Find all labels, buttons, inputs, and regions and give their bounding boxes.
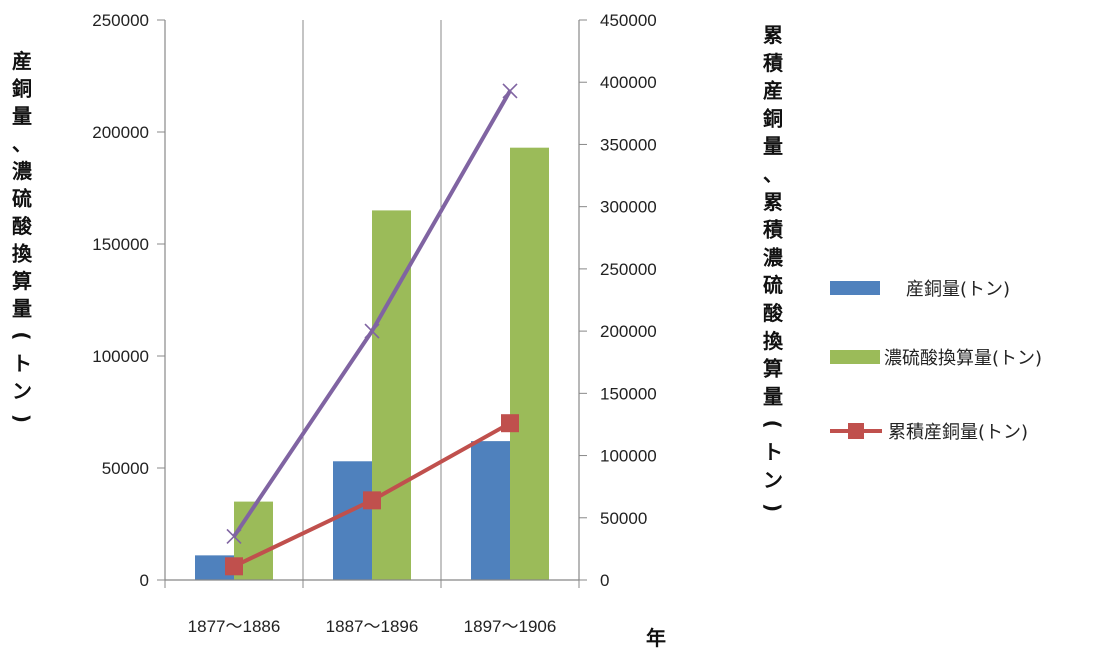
axis-title-char: 量 xyxy=(12,104,32,128)
axis-title-char: 濃 xyxy=(763,245,784,269)
axis-title-char: 、 xyxy=(12,132,32,156)
bar xyxy=(372,210,411,580)
axes xyxy=(157,19,587,588)
axis-title-char: 銅 xyxy=(12,77,32,101)
tick-labels: 0 50000 100000 150000 200000 250000 0 50000 1000… xyxy=(92,11,656,636)
y-tick-label-right: 150000 xyxy=(600,384,657,403)
legend-marker-cumulative xyxy=(848,423,864,439)
axis-title-char: 硫 xyxy=(763,273,783,297)
y-tick-label-right: 350000 xyxy=(600,135,657,154)
x-axis-title: 年 xyxy=(646,626,666,650)
axis-title-char: 酸 xyxy=(12,214,33,238)
legend-swatch-copper xyxy=(830,281,880,295)
axis-title-char: ト xyxy=(12,352,32,376)
y-tick-label-right: 200000 xyxy=(600,322,657,341)
point-marker xyxy=(502,83,518,99)
legend-swatch-acid xyxy=(830,350,880,364)
axis-title-char: ) xyxy=(761,503,785,512)
axis-title-char: 濃 xyxy=(12,159,33,183)
axis-title-char: 累 xyxy=(763,190,783,214)
point-marker xyxy=(364,323,380,339)
axis-title-char: 算 xyxy=(12,269,32,293)
axis-title-char: 量 xyxy=(763,384,783,408)
axis-title-char: ) xyxy=(10,414,34,423)
bar xyxy=(471,441,510,580)
x-tick-label: 1877〜1886 xyxy=(188,617,281,636)
axis-title-char: 、 xyxy=(763,162,783,186)
axis-title-char: ン xyxy=(763,468,783,492)
axis-title-char: 銅 xyxy=(763,106,783,130)
y-tick-label-left: 100000 xyxy=(92,347,149,366)
y-tick-label-right: 250000 xyxy=(600,260,657,279)
axis-title-char: ト xyxy=(763,440,783,464)
y-tick-label-right: 50000 xyxy=(600,509,647,528)
y-tick-label-right: 450000 xyxy=(600,11,657,30)
bar xyxy=(510,147,549,580)
legend-label-cumulative: 累積産銅量(トン) xyxy=(888,422,1028,443)
point-marker xyxy=(226,528,242,545)
axis-title-char: 産 xyxy=(12,49,32,73)
axis-title-char: 換 xyxy=(12,242,33,266)
axis-title-char: 積 xyxy=(763,51,784,75)
bars xyxy=(195,147,549,580)
point-marker xyxy=(363,491,381,510)
axis-title-char: 累 xyxy=(763,23,783,47)
axis-title-char: 積 xyxy=(763,218,784,242)
y-tick-label-left: 150000 xyxy=(92,235,149,254)
axis-title-char: ( xyxy=(10,331,34,340)
y-tick-label-right: 100000 xyxy=(600,447,657,466)
legend-label-copper: 産銅量(トン) xyxy=(906,279,1010,300)
y-tick-label-left: 50000 xyxy=(102,459,149,478)
axis-title-char: 酸 xyxy=(763,301,784,325)
x-tick-label: 1897〜1906 xyxy=(464,617,557,636)
lines xyxy=(225,83,519,576)
axis-title-char: ン xyxy=(12,379,32,403)
legend-label-acid: 濃硫酸換算量(トン) xyxy=(884,348,1042,369)
grid xyxy=(302,20,442,580)
axis-title-char: 算 xyxy=(763,357,783,381)
y-tick-label-right: 400000 xyxy=(600,73,657,92)
y-tick-label-left: 200000 xyxy=(92,123,149,142)
point-marker xyxy=(225,557,243,576)
point-marker xyxy=(501,414,519,433)
axis-title-char: ( xyxy=(761,420,785,429)
y-tick-label-right: 0 xyxy=(600,571,609,590)
axis-title-char: 産 xyxy=(763,79,783,103)
axis-title-char: 量 xyxy=(763,134,783,158)
axis-title-char: 量 xyxy=(12,297,32,321)
y-axis-title-left: 産銅量、濃硫酸換算量(トン) xyxy=(10,49,34,423)
x-tick-label: 1887〜1896 xyxy=(326,617,419,636)
legend: 産銅量(トン) 濃硫酸換算量(トン) 累積産銅量(トン) xyxy=(830,279,1042,443)
axis-title-char: 換 xyxy=(763,329,784,353)
y-tick-label-right: 300000 xyxy=(600,198,657,217)
axis-title-char: 硫 xyxy=(12,187,32,211)
y-tick-label-left: 250000 xyxy=(92,11,149,30)
y-tick-label-left: 0 xyxy=(140,571,149,590)
bar xyxy=(333,461,372,580)
